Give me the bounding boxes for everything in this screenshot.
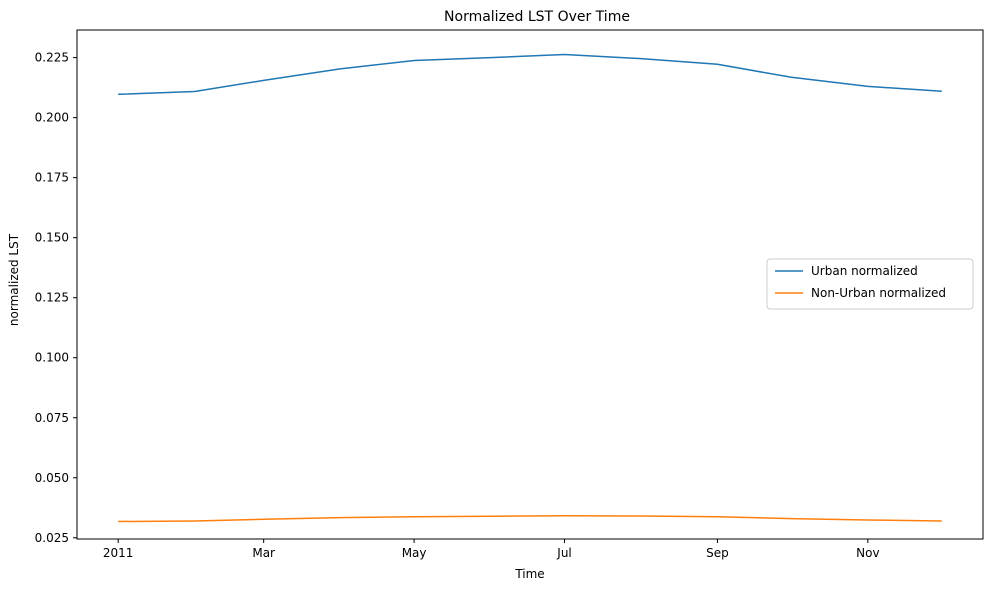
y-tick-label: 0.100 (35, 351, 69, 365)
x-tick-label: Jul (556, 546, 571, 560)
y-tick-label: 0.225 (35, 51, 69, 65)
chart-title: Normalized LST Over Time (444, 9, 630, 25)
y-tick-label: 0.125 (35, 291, 69, 305)
y-axis-label: normalized LST (7, 233, 21, 326)
x-tick-label: 2011 (103, 546, 134, 560)
y-tick-label: 0.200 (35, 111, 69, 125)
y-tick-label: 0.025 (35, 531, 69, 545)
y-axis-ticks: 0.025 0.050 0.075 0.100 0.125 0.150 0.175 0.200… (35, 51, 77, 545)
x-tick-label: Nov (856, 546, 879, 560)
x-tick-label: Sep (706, 546, 729, 560)
x-tick-label: Mar (252, 546, 275, 560)
x-axis-label: Time (514, 567, 544, 581)
series-lines (118, 53, 942, 523)
y-tick-label: 0.175 (35, 171, 69, 185)
series-line-urban (118, 53, 942, 96)
legend-label: Urban normalized (811, 264, 918, 278)
y-tick-label: 0.050 (35, 471, 69, 485)
series-line-non-urban (118, 514, 942, 523)
plot-frame (76, 29, 984, 540)
legend-label: Non-Urban normalized (811, 286, 946, 300)
x-axis-ticks: 2011 Mar May Jul Sep Nov (103, 539, 880, 560)
x-tick-label: May (402, 546, 427, 560)
y-tick-label: 0.150 (35, 231, 69, 245)
y-tick-label: 0.075 (35, 411, 69, 425)
legend-box (766, 258, 974, 310)
legend: Urban normalized Non-Urban normalized (766, 258, 974, 310)
